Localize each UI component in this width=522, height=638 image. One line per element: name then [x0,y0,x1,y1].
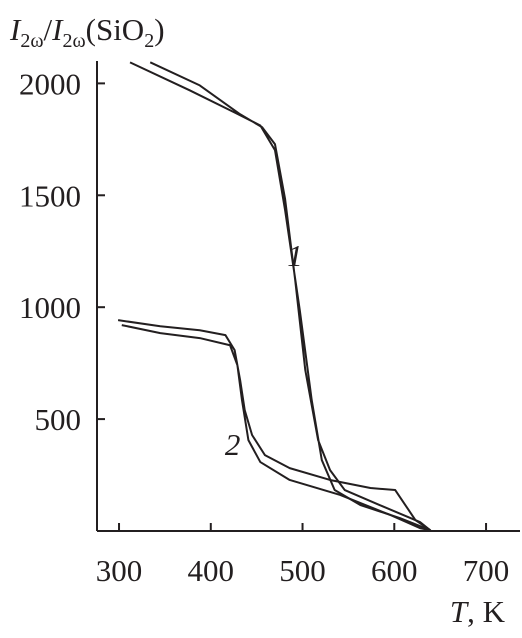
curve [129,61,432,532]
y-label-part: 2 [144,30,154,52]
y-label-part: 2ω [20,30,43,52]
x-label-part: , K [467,594,506,629]
curve [117,319,432,532]
y-label-part: I [51,12,64,47]
y-axis-label: I2ω/I2ω(SiO2) [9,12,165,52]
y-label-part: ) [154,12,164,47]
curve-label: 1 [287,238,303,273]
y-label-part: / [44,12,53,47]
y-label-part: (SiO [86,12,145,47]
curve-label: 2 [225,427,241,462]
x-tick-label: 400 [188,553,235,588]
y-label-part: I [9,12,22,47]
x-label-part: T [450,594,470,629]
y-tick-label: 1000 [19,290,81,325]
y-tick-label: 1500 [19,178,81,213]
y-tick-label: 2000 [19,66,81,101]
x-tick-label: 500 [279,553,326,588]
x-axis-label: T, K [450,594,506,629]
y-tick-label: 500 [35,402,82,437]
y-label-part: 2ω [62,30,85,52]
x-tick-label: 700 [463,553,510,588]
x-tick-label: 300 [96,553,143,588]
x-tick-label: 600 [371,553,418,588]
